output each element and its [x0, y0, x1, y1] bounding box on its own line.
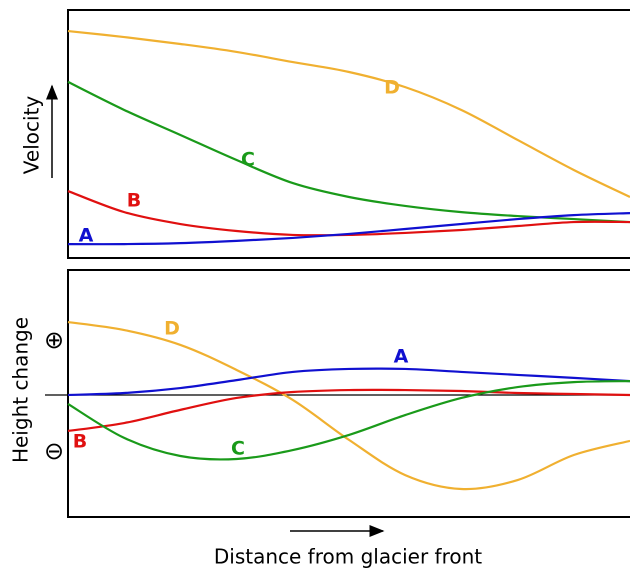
top-panel-frame [67, 9, 630, 259]
bottom-panel-frame [67, 269, 630, 518]
series-label: C [231, 438, 245, 460]
y-axis-label: Velocity [20, 96, 44, 175]
plus-annotation: ⊕ [44, 326, 64, 354]
series-label: A [394, 346, 409, 368]
series-label: A [79, 225, 94, 247]
series-line [67, 80, 630, 224]
series-label: B [73, 431, 87, 453]
minus-annotation: ⊖ [44, 437, 64, 465]
series-line [67, 367, 630, 397]
series-line [67, 320, 630, 491]
series-line [67, 29, 630, 198]
series-label: D [164, 318, 180, 340]
series-line [67, 380, 630, 461]
series-label: C [241, 149, 255, 171]
series-label: B [127, 190, 141, 212]
x-axis-label: Distance from glacier front [214, 545, 482, 569]
series-label: D [384, 77, 400, 99]
y-axis-label: Height change [9, 317, 33, 463]
series-line [67, 388, 630, 433]
series-line [67, 212, 630, 246]
